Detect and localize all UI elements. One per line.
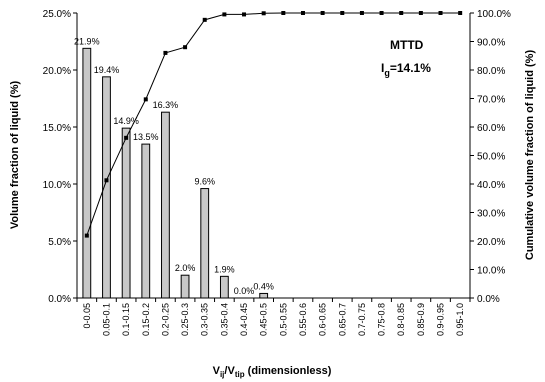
x-tick-label: 0.1-0.15 [121,303,131,336]
bar-series [82,47,269,299]
cumulative-point [340,11,345,15]
cumulative-point [261,11,266,16]
cumulative-point [281,11,286,15]
x-tick-label: 0.85-0.9 [416,303,426,336]
cumulative-point [359,11,364,15]
bar-data-label: 14.9% [113,116,139,126]
x-tick-label: 0.05-0.1 [101,303,111,336]
cumulative-point [84,233,89,238]
bar [219,275,229,299]
cumulative-point [418,11,423,15]
bar-data-label: 9.6% [194,177,215,187]
bar-data-label: 2.0% [175,263,196,273]
plot-frame [76,13,471,299]
x-tick-label: 0.3-0.35 [200,303,210,336]
cumulative-point [242,12,247,17]
y-tick-label: 20.0% [43,66,71,77]
x-tick-label: 0.75-0.8 [377,303,387,336]
bar [141,143,151,299]
y2-tick-label: 0.0% [477,294,500,305]
x-tick-label: 0.35-0.4 [219,303,229,336]
bar [180,274,190,299]
cumulative-point [124,135,129,140]
cumulative-point [379,11,384,15]
bar-data-labels: 21.9% 19.4% 14.9% 13.5% 16.3% 2.0% 9.6% 1.9% 0.0… [74,36,274,296]
x-axis-title: Vij/Vtip (dimensionless) [213,365,332,379]
bar-data-label: 16.3% [153,100,179,110]
bar-data-label: 0.4% [253,281,274,291]
y2-tick-label: 10.0% [477,266,505,277]
x-tick-label: 0.4-0.45 [239,303,249,336]
cumulative-point [222,12,227,17]
x-tick-label: 0.8-0.85 [396,303,406,336]
x-tick-label: 0.65-0.7 [337,303,347,336]
cumulative-series [84,11,463,238]
cumulative-point [458,11,463,15]
y-tick-label: 10.0% [43,180,71,191]
cumulative-point [202,17,207,22]
y2-tick-label: 100.0% [477,9,511,20]
x-tick-label: 0.9-0.95 [436,303,446,336]
x-tick-label: 0.45-0.5 [259,303,269,336]
y2-tick-label: 60.0% [477,123,505,134]
x-tick-label: 0.55-0.6 [298,303,308,336]
bar [200,188,210,299]
y2-tick-label: 70.0% [477,95,505,106]
y2-tick-label: 30.0% [477,209,505,220]
x-tick-label: 0.15-0.2 [141,303,151,336]
bar-data-label: 0.0% [234,286,255,296]
y-tick-label: 15.0% [43,123,71,134]
y2-tick-label: 80.0% [477,66,505,77]
x-tick-label: 0-0.05 [82,303,92,329]
y2-axis-ticks: 0.0% 10.0% 20.0% 30.0% 40.0% 50.0% 60.0% 70.0% 8… [470,9,511,305]
y2-tick-label: 40.0% [477,180,505,191]
x-tick-label: 0.7-0.75 [357,303,367,336]
y-tick-label: 0.0% [48,294,71,305]
bar-data-label: 21.9% [74,36,100,46]
bar [82,47,92,299]
y-tick-label: 25.0% [43,9,71,20]
cumulative-line [86,12,461,236]
cumulative-point [300,11,305,15]
x-tick-label: 0.95-1.0 [455,303,465,336]
cumulative-point [143,97,148,102]
x-tick-label: 0.2-0.25 [160,303,170,336]
bar [161,111,170,299]
bar [121,127,131,299]
x-tick-label: 0.6-0.65 [318,303,328,336]
annotation-title: MTTD [390,38,424,52]
x-tick-label: 0.25-0.3 [180,303,190,336]
bar-data-label: 1.9% [214,264,235,274]
cumulative-point [399,11,404,15]
bar [259,292,269,299]
y-axis-ticks: 0.0% 5.0% 10.0% 15.0% 20.0% 25.0% [43,9,77,305]
bar-data-label: 19.4% [94,65,120,75]
y2-axis-title: Cumulative volume fraction of liquid (%) [524,50,536,261]
bar-data-label: 13.5% [133,132,159,142]
cumulative-point [104,178,109,183]
x-axis-ticks: 0-0.05 0.05-0.1 0.1-0.15 0.15-0.2 0.2-0.25 0.… [76,298,471,336]
bar [102,76,111,299]
cumulative-point [438,11,443,15]
cumulative-point [320,11,325,15]
cumulative-point [163,50,168,55]
cumulative-point [183,45,188,50]
y-tick-label: 5.0% [48,237,71,248]
annotation-value: Ig=14.1% [381,61,431,78]
y2-tick-label: 50.0% [477,152,505,163]
y2-tick-label: 20.0% [477,237,505,248]
y2-tick-label: 90.0% [477,38,505,49]
y-axis-title: Volume fraction of liquid (%) [9,81,21,230]
x-tick-label: 0.5-0.55 [278,303,288,336]
